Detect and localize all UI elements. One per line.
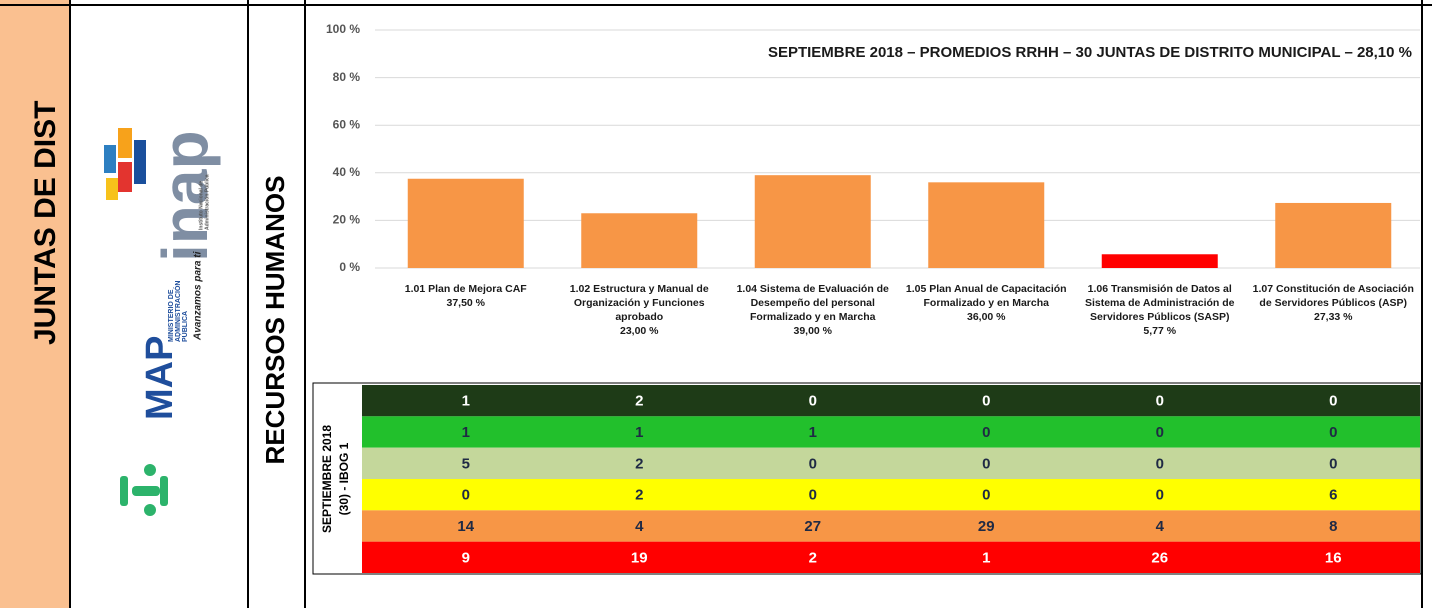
table-cell: 29	[978, 518, 995, 535]
category-name: 1.07 Constitución de Asociación de Servi…	[1252, 283, 1414, 309]
y-tick-label: 60 %	[333, 117, 361, 131]
bar	[754, 175, 871, 268]
table-cell: 19	[631, 549, 648, 566]
table-cell: 27	[804, 518, 821, 535]
table-cell: 16	[1325, 549, 1342, 566]
category-label: 1.01 Plan de Mejora CAF 37,50 %	[380, 282, 552, 310]
table-cell: 1	[982, 549, 990, 566]
map-slogan: Avanzamos para ti	[193, 251, 204, 341]
category-name: 1.01 Plan de Mejora CAF	[404, 283, 527, 295]
category-label: 1.05 Plan Anual de Capacitación Formaliz…	[900, 282, 1072, 324]
table-label: SEPTIEMBRE 2018	[320, 425, 334, 533]
category-label: 1.06 Transmisión de Datos al Sistema de …	[1074, 282, 1246, 338]
map-name: MAP	[139, 336, 181, 420]
y-tick-label: 20 %	[333, 213, 361, 227]
value-label: 39,00 %	[793, 325, 833, 337]
table-row	[362, 541, 1420, 573]
table-row	[362, 510, 1420, 542]
table-cell: 0	[462, 487, 470, 504]
category-label: 1.04 Sistema de Evaluación de Desempeño …	[727, 282, 899, 338]
category-label: 1.07 Constitución de Asociación de Servi…	[1247, 282, 1419, 324]
category-name: 1.06 Transmisión de Datos al Sistema de …	[1084, 283, 1235, 323]
table-cell: 26	[1151, 549, 1168, 566]
table-row	[362, 447, 1420, 479]
value-label: 5,77 %	[1143, 325, 1177, 337]
category-name: 1.05 Plan Anual de Capacitación Formaliz…	[905, 283, 1067, 309]
table-cell: 4	[1156, 518, 1165, 535]
table-cell: 0	[1156, 393, 1164, 410]
y-tick-label: 100 %	[326, 22, 360, 36]
table-label: (30) - IBOG 1	[337, 442, 351, 515]
table-cell: 0	[982, 487, 990, 504]
table-cell: 9	[462, 549, 470, 566]
table-cell: 0	[1156, 455, 1164, 472]
table-row	[362, 479, 1420, 511]
inap-subtitle: Administración Pública	[204, 174, 210, 230]
table-cell: 0	[982, 455, 990, 472]
table-cell: 0	[809, 455, 817, 472]
table-cell: 0	[982, 424, 990, 441]
table-cell: 0	[1329, 455, 1337, 472]
category-name: 1.02 Estructura y Manual de Organización…	[569, 283, 709, 323]
table-cell: 14	[457, 518, 474, 535]
table-cell: 0	[1329, 393, 1337, 410]
table-row	[362, 385, 1420, 417]
value-label: 23,00 %	[619, 325, 659, 337]
table-cell: 0	[1329, 424, 1337, 441]
table-cell: 2	[635, 487, 643, 504]
table-cell: 1	[809, 424, 817, 441]
table-cell: 1	[635, 424, 643, 441]
table-cell: 2	[635, 393, 643, 410]
value-label: 37,50 %	[446, 297, 486, 309]
table-cell: 4	[635, 518, 644, 535]
table-cell: 0	[982, 393, 990, 410]
inap-subtitle: Instituto Nacional de	[198, 181, 204, 230]
table-cell: 6	[1329, 487, 1337, 504]
table-cell: 0	[809, 393, 817, 410]
table-cell: 0	[1156, 487, 1164, 504]
map-line: PÚBLICA	[180, 311, 189, 342]
sidebar-label: JUNTAS DE DIST	[29, 101, 62, 345]
bar	[407, 178, 524, 268]
map-line: ADMINISTRACIÓN	[173, 281, 182, 342]
table-cell: 8	[1329, 518, 1337, 535]
table-row	[362, 416, 1420, 448]
bar	[1275, 202, 1392, 268]
table-cell: 2	[809, 549, 817, 566]
table-cell: 0	[1156, 424, 1164, 441]
y-tick-label: 80 %	[333, 70, 361, 84]
table-cell: 1	[462, 424, 470, 441]
chart-title: SEPTIEMBRE 2018 – PROMEDIOS RRHH – 30 JU…	[768, 44, 1412, 61]
value-label: 27,33 %	[1313, 311, 1353, 323]
table-cell: 1	[462, 393, 470, 410]
table-cell: 2	[635, 455, 643, 472]
sidebar-bg	[0, 0, 70, 608]
bar	[928, 182, 1045, 268]
y-tick-label: 40 %	[333, 165, 361, 179]
category-label: 1.02 Estructura y Manual de Organización…	[553, 282, 725, 338]
category-name: 1.04 Sistema de Evaluación de Desempeño …	[736, 283, 889, 323]
bar	[581, 213, 698, 268]
y-tick-label: 0 %	[339, 260, 360, 274]
bar	[1101, 254, 1218, 268]
table-cell: 5	[462, 455, 470, 472]
inap-name: inap	[149, 130, 221, 262]
inap-logo: inap Instituto Nacional de Administració…	[104, 128, 221, 262]
section-label: RECURSOS HUMANOS	[260, 176, 290, 465]
table-cell: 0	[809, 487, 817, 504]
value-label: 36,00 %	[966, 311, 1006, 323]
map-line: MINISTERIO DE	[168, 289, 175, 342]
map-logo: MAP MINISTERIO DE ADMINISTRACIÓN PÚBLICA…	[120, 251, 204, 516]
